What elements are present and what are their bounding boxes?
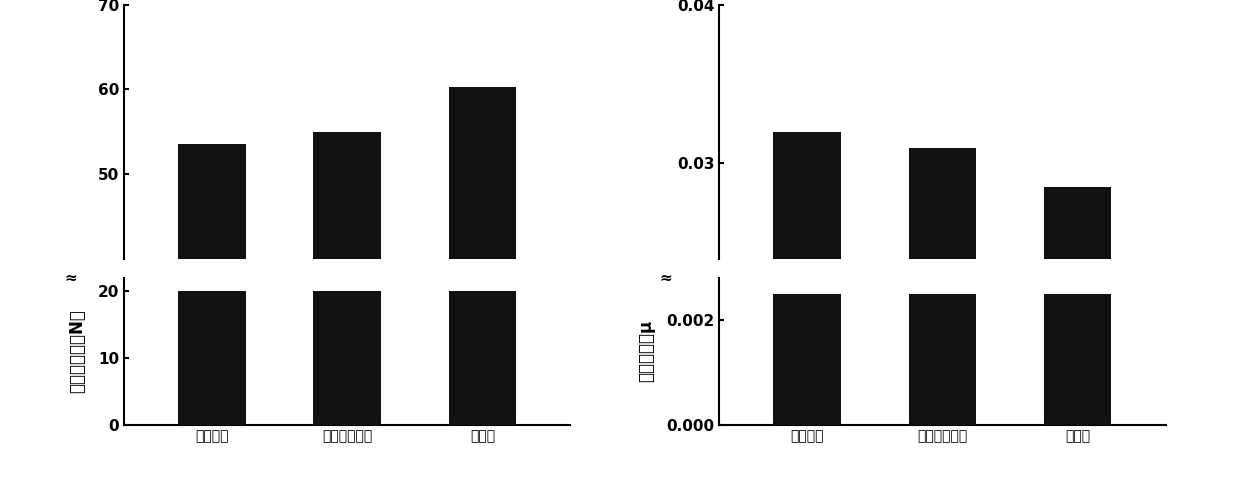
Bar [909,294,976,425]
Bar [179,291,246,425]
Y-axis label: 承载力，Ｗ（N）: 承载力，Ｗ（N） [68,309,87,393]
Bar [774,294,841,425]
Text: ≈: ≈ [660,271,672,285]
Bar [774,132,841,259]
Bar [1044,294,1111,425]
Bar [449,87,516,259]
Y-axis label: 摩擦系数，μ: 摩擦系数，μ [637,320,655,383]
Bar [1044,187,1111,259]
Bar [179,144,246,259]
Bar [314,291,381,425]
Text: ≈: ≈ [64,271,77,285]
Bar [909,147,976,259]
Bar [449,291,516,425]
Bar [314,132,381,259]
